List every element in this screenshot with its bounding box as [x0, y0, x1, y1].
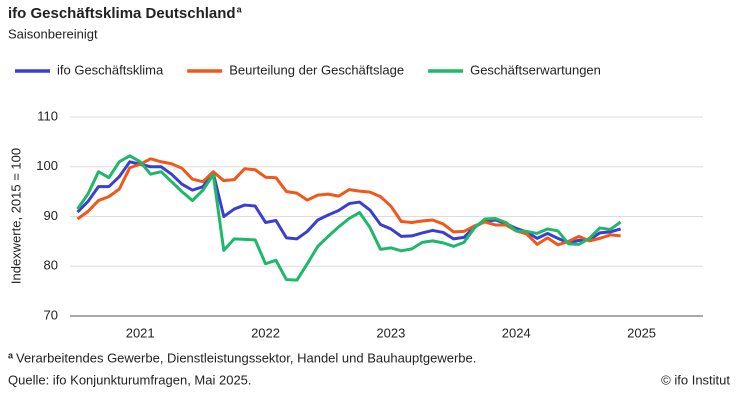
x-tick-label: 2022	[251, 325, 280, 340]
y-axis-label: Indexwerte, 2015 = 100	[8, 148, 23, 284]
series-line	[76, 160, 622, 245]
legend-label: ifo Geschäftsklima	[57, 62, 164, 77]
x-tick-label: 2021	[126, 325, 155, 340]
copyright: © ifo Institut	[661, 372, 730, 387]
footnote: Verarbeitendes Gewerbe, Dienstleistungss…	[16, 350, 476, 365]
title-marker: a	[237, 4, 243, 14]
y-tick-label: 110	[37, 108, 58, 123]
y-tick-label: 70	[44, 307, 58, 322]
chart-subtitle: Saisonbereinigt	[8, 26, 98, 41]
x-tick-label: 2023	[376, 325, 405, 340]
series-line	[76, 157, 621, 247]
footnote-marker: a	[8, 350, 14, 360]
x-tick-label: 2025	[627, 325, 656, 340]
y-tick-label: 100	[36, 158, 58, 173]
legend-label: Geschäftserwartungen	[470, 62, 601, 77]
y-tick-label: 80	[44, 258, 58, 273]
source: Quelle: ifo Konjunkturumfragen, Mai 2025…	[8, 372, 252, 387]
x-tick-label: 2024	[502, 325, 531, 340]
series-line	[76, 154, 622, 282]
y-tick-label: 90	[44, 208, 58, 223]
legend-label: Beurteilung der Geschäftslage	[229, 62, 404, 77]
chart-title: ifo Geschäftsklima Deutschland	[8, 5, 236, 22]
